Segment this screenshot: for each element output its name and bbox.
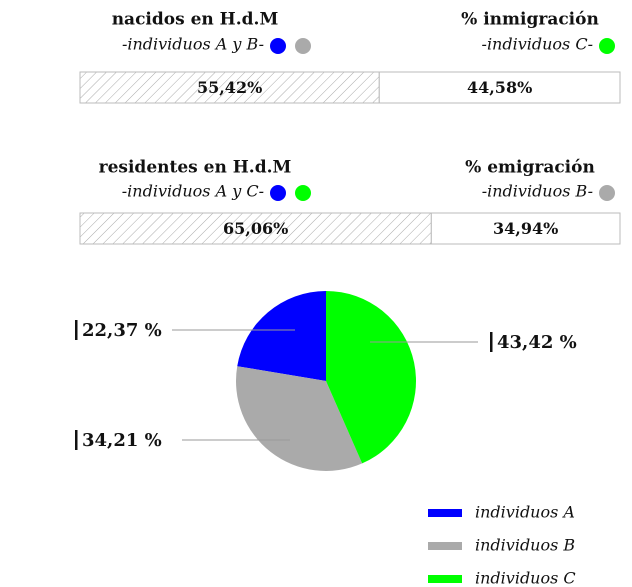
bar-segment	[79, 212, 432, 245]
label-bar	[490, 332, 493, 352]
key-dot	[295, 38, 311, 54]
segment-subtitle: -individuos B-	[482, 182, 593, 201]
pie-label: 43,42 %	[497, 332, 577, 353]
pie-slice	[236, 366, 363, 471]
value-label: 65,06%	[223, 219, 288, 238]
legend-swatch	[428, 542, 462, 550]
label-bar	[75, 320, 78, 340]
segment-title: % inmigración	[461, 10, 599, 30]
segment-title: residentes en H.d.M	[99, 158, 292, 178]
segment-subtitle: -individuos A y B-	[122, 35, 264, 54]
segment-subtitle: -individuos C-	[482, 35, 593, 54]
key-dot	[599, 38, 615, 54]
segment-title: % emigración	[465, 158, 595, 178]
pie-slice	[237, 291, 326, 381]
pie-label: 34,21 %	[82, 430, 162, 451]
legend-swatch	[428, 575, 462, 583]
bar-segment	[430, 212, 621, 245]
legend-label: individuos A	[475, 503, 575, 522]
value-label: 44,58%	[467, 78, 532, 97]
segment-subtitle: -individuos A y C-	[122, 182, 264, 201]
legend-label: individuos B	[475, 536, 575, 555]
legend-label: individuos C	[475, 569, 576, 587]
value-label: 55,42%	[197, 78, 262, 97]
bar-segment	[79, 71, 380, 104]
value-label: 34,94%	[493, 219, 558, 238]
legend-swatch	[428, 509, 462, 517]
segment-title: nacidos en H.d.M	[112, 10, 279, 30]
pie-label: 22,37 %	[82, 320, 162, 341]
key-dot	[599, 185, 615, 201]
key-dot	[295, 185, 311, 201]
pie-slice	[326, 291, 417, 464]
label-bar	[75, 430, 78, 450]
bar-segment	[378, 71, 621, 104]
key-dot	[270, 38, 286, 54]
key-dot	[270, 185, 286, 201]
